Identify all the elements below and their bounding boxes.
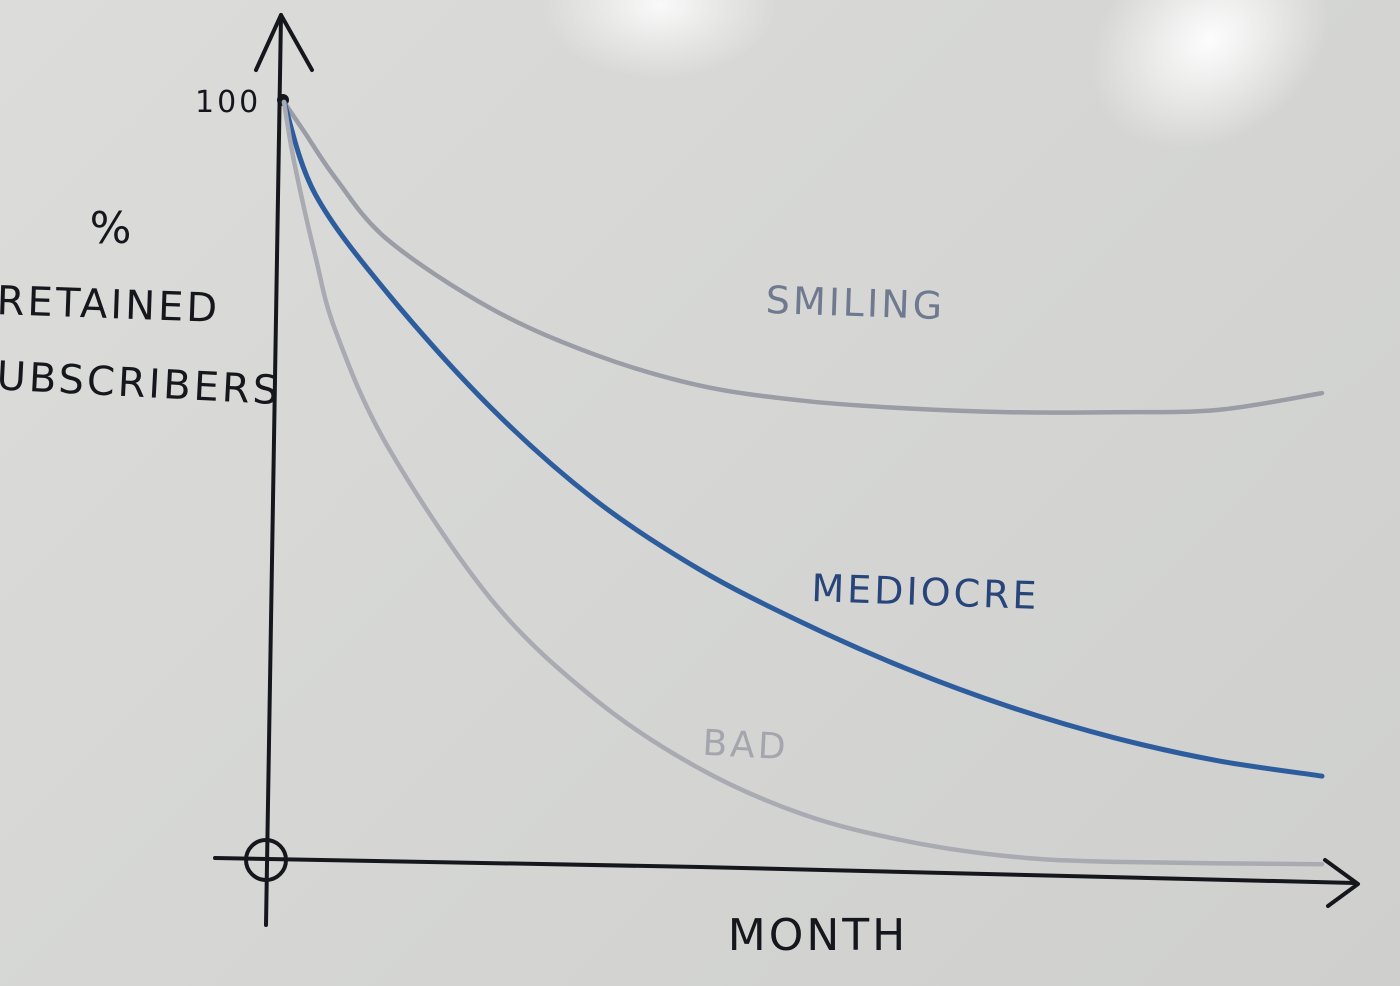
y-axis-label-subscribers: SUBSCRIBERS: [0, 352, 282, 414]
y-axis-arrowhead: [254, 13, 314, 72]
x-axis-arrowhead: [1323, 858, 1360, 908]
series-line-mediocre: [281, 99, 1325, 779]
y-tick-label-100: 100: [195, 85, 261, 120]
series-label-smiling: SMILING: [765, 278, 946, 328]
y-axis-label-percent: %: [90, 203, 135, 254]
x-axis-label: MONTH: [728, 910, 908, 961]
origin-circle: [244, 838, 288, 882]
series-label-mediocre: MEDIOCRE: [811, 566, 1041, 618]
series-line-smiling: [281, 99, 1325, 415]
y-axis-label-retained: RETAINED: [0, 278, 221, 332]
x-axis-line: [213, 856, 1357, 885]
series-label-bad: BAD: [702, 723, 790, 768]
series-line-bad: [281, 99, 1325, 867]
y-axis-line: [264, 13, 283, 927]
